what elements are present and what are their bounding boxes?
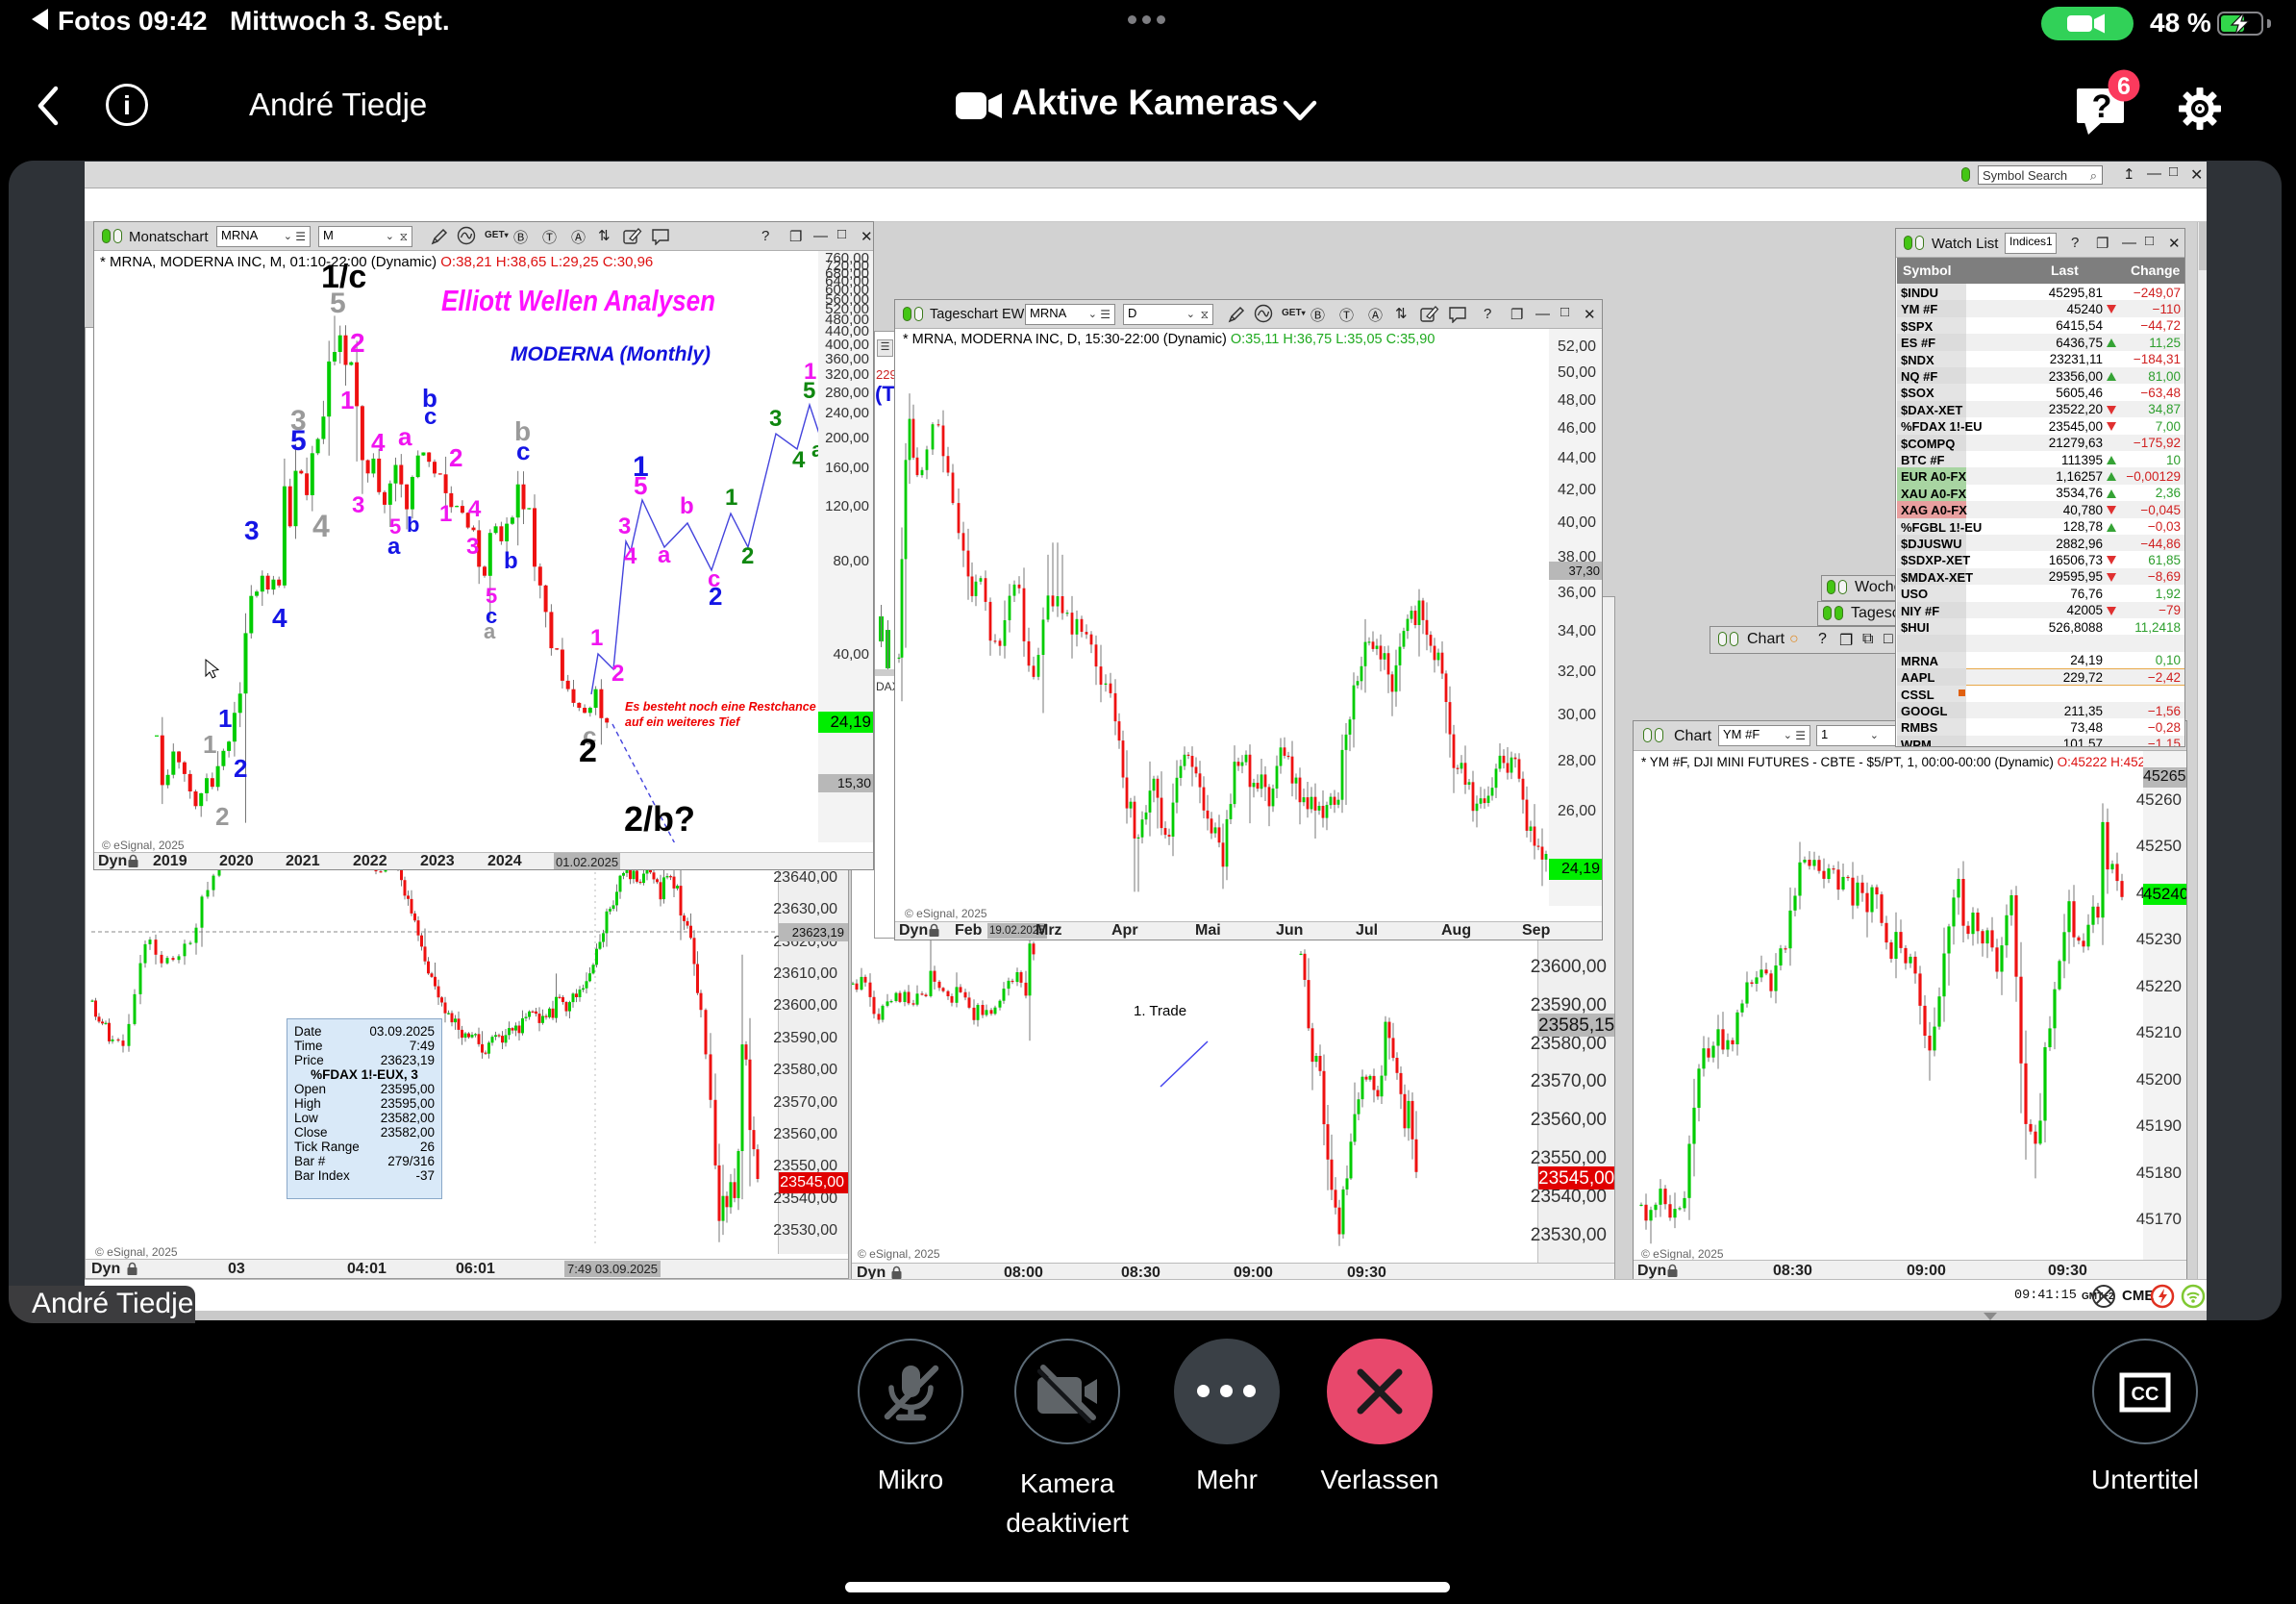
svg-text:CC: CC [2132, 1384, 2159, 1405]
svg-text:?: ? [2092, 88, 2112, 125]
svg-text:6: 6 [2117, 73, 2131, 100]
